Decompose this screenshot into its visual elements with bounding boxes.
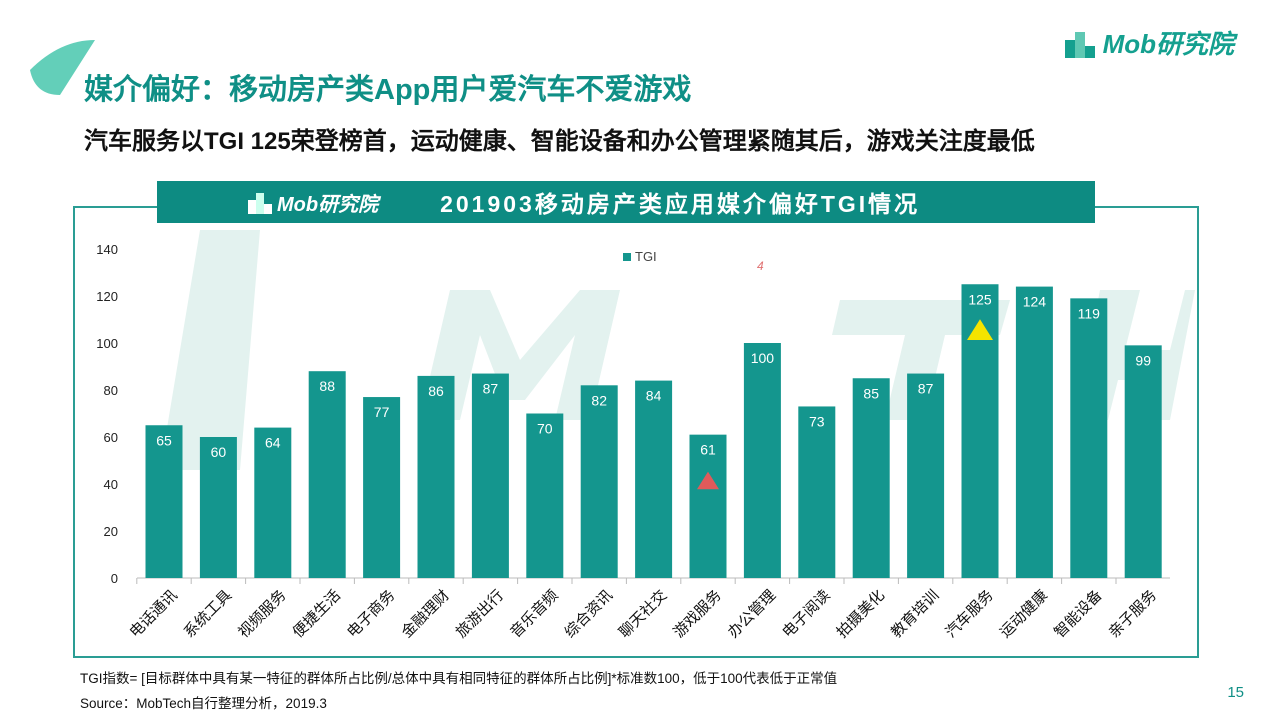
data-label: 70 — [537, 421, 553, 437]
y-tick-label: 140 — [96, 242, 118, 257]
data-label: 82 — [591, 392, 607, 408]
data-label: 100 — [751, 350, 775, 366]
bar-旅游出行 — [471, 373, 509, 578]
bar-亲子服务 — [1124, 345, 1162, 578]
tgi-definition-note: TGI指数= [目标群体中具有某一特征的群体所占比例/总体中具有相同特征的群体所… — [80, 671, 838, 686]
bar-音乐音频 — [526, 413, 564, 578]
data-label: 77 — [374, 404, 390, 420]
bar-电子阅读 — [798, 406, 836, 578]
bar-聊天社交 — [635, 380, 673, 578]
chart-banner: Mob研究院 201903移动房产类应用媒介偏好TGI情况 — [157, 181, 1095, 223]
data-label: 119 — [1078, 305, 1101, 321]
x-tick-label: 聊天社交 — [615, 586, 670, 641]
bar-智能设备 — [1070, 298, 1108, 578]
x-tick-label: 教育培训 — [888, 587, 942, 641]
legend-swatch — [623, 253, 631, 261]
brand-logo-text: Mob研究院 — [1102, 29, 1234, 59]
data-label: 86 — [428, 383, 444, 399]
x-tick-label: 办公管理 — [725, 587, 779, 641]
y-tick-label: 20 — [104, 524, 118, 539]
x-tick-label: 汽车服务 — [942, 587, 996, 641]
x-tick-label: 电子商务 — [344, 587, 398, 641]
marker-triangle-icon — [697, 471, 719, 490]
bar-办公管理 — [743, 343, 781, 578]
bar-金融理财 — [417, 375, 455, 578]
bar-视频服务 — [254, 427, 292, 578]
bar-系统工具 — [199, 437, 237, 578]
data-label: 84 — [646, 388, 662, 404]
bar-拍摄美化 — [852, 378, 890, 578]
x-tick-label: 拍摄美化 — [834, 587, 888, 641]
banner-logo: Mob研究院 — [247, 188, 378, 217]
data-label: 60 — [211, 444, 227, 460]
banner-logo-text: Mob研究院 — [277, 193, 379, 216]
x-tick-label: 综合资讯 — [562, 587, 616, 641]
y-tick-label: 0 — [111, 571, 118, 586]
x-tick-label: 系统工具 — [181, 587, 235, 641]
x-tick-label: 电子阅读 — [779, 587, 833, 641]
x-tick-label: 电话通讯 — [126, 587, 180, 641]
y-tick-label: 60 — [104, 430, 118, 445]
page-subtitle: 汽车服务以TGI 125荣登榜首，运动健康、智能设备和办公管理紧随其后，游戏关注… — [84, 128, 1035, 155]
data-label: 88 — [319, 378, 335, 394]
bar-运动健康 — [1015, 286, 1053, 578]
page-number: 15 — [1227, 684, 1244, 701]
x-tick-label: 智能设备 — [1050, 586, 1105, 641]
y-tick-label: 40 — [104, 477, 118, 492]
brand-logo: Mob研究院 — [1063, 24, 1234, 61]
mob-logo-icon — [1064, 31, 1095, 58]
corner-decoration — [30, 40, 95, 95]
legend-label: TGI — [635, 249, 657, 264]
x-tick-label: 旅游出行 — [453, 587, 507, 641]
bar-综合资讯 — [580, 385, 618, 578]
page-title: 媒介偏好：移动房产类App用户爱汽车不爱游戏 — [84, 74, 692, 106]
data-label: 85 — [863, 385, 879, 401]
data-label: 61 — [700, 442, 716, 458]
bar-电子商务 — [363, 397, 401, 578]
data-label: 65 — [156, 432, 172, 448]
marker-triangle-icon — [967, 319, 993, 341]
x-tick-label: 运动健康 — [997, 587, 1051, 641]
bar-便捷生活 — [308, 371, 346, 578]
x-tick-label: 便捷生活 — [290, 587, 344, 641]
data-label: 124 — [1023, 294, 1047, 310]
bar-游戏服务 — [689, 434, 727, 578]
x-tick-label: 亲子服务 — [1106, 587, 1160, 641]
y-tick-label: 80 — [104, 383, 118, 398]
x-tick-label: 视频服务 — [235, 587, 289, 641]
annotation: 4 — [757, 259, 764, 273]
bar-电话通讯 — [145, 425, 183, 578]
x-tick-label: 游戏服务 — [670, 587, 724, 641]
data-label: 99 — [1135, 352, 1151, 368]
data-label: 73 — [809, 413, 825, 429]
data-label: 87 — [918, 381, 934, 397]
bar-教育培训 — [907, 373, 945, 578]
source-note: Source：MobTech自行整理分析，2019.3 — [80, 696, 327, 711]
y-tick-label: 120 — [96, 289, 118, 304]
chart-title: 201903移动房产类应用媒介偏好TGI情况 — [440, 191, 921, 217]
y-tick-label: 100 — [96, 336, 118, 351]
data-label: 64 — [265, 435, 281, 451]
data-label: 125 — [968, 291, 992, 307]
x-tick-label: 音乐音频 — [507, 587, 561, 641]
mob-logo-icon — [248, 193, 272, 214]
data-label: 87 — [483, 381, 499, 397]
x-tick-label: 金融理财 — [398, 587, 452, 641]
